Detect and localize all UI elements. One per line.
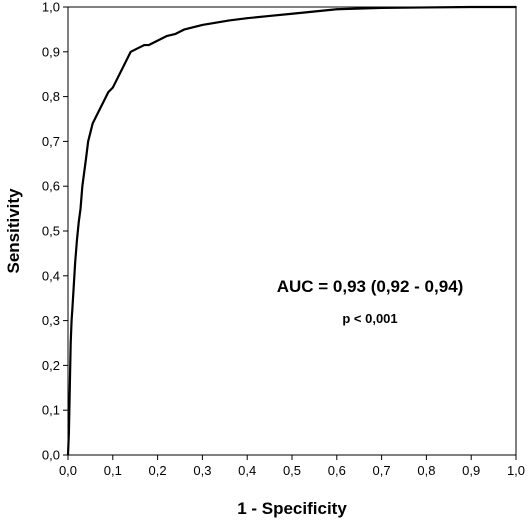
roc-point	[246, 17, 249, 20]
x-tick-label: 0,3	[193, 463, 211, 478]
roc-point	[143, 44, 146, 46]
roc-point	[67, 454, 69, 456]
x-tick-label: 0,7	[373, 463, 391, 478]
roc-point	[470, 6, 473, 8]
roc-point	[102, 100, 105, 102]
roc-point	[291, 12, 293, 15]
roc-point	[89, 131, 92, 134]
y-axis-ticks: 0,0 0,1 0,2 0,3 0,4 0,5 0,6 0,7 0,8 0,9 1,0	[42, 0, 68, 463]
y-tick-label: 0,3	[42, 313, 60, 328]
roc-point	[165, 35, 168, 38]
y-tick-label: 0,1	[42, 403, 60, 418]
roc-point	[68, 386, 71, 389]
roc-point	[192, 26, 195, 29]
roc-point	[72, 283, 75, 286]
roc-curve	[66, 5, 516, 456]
y-tick-label: 0,8	[42, 89, 60, 104]
roc-point	[70, 319, 73, 322]
x-tick-label: 0,9	[462, 463, 480, 478]
x-tick-label: 0,1	[104, 463, 122, 478]
roc-point	[156, 39, 159, 42]
roc-point	[85, 158, 87, 161]
roc-point	[138, 46, 141, 49]
roc-point	[201, 24, 204, 26]
roc-point	[515, 6, 517, 8]
roc-point	[74, 261, 77, 264]
roc-point	[111, 86, 114, 89]
x-tick-label: 0,5	[283, 463, 301, 478]
y-tick-label: 0,0	[42, 448, 60, 463]
roc-point	[214, 21, 217, 24]
y-tick-label: 0,6	[42, 179, 60, 194]
roc-points	[67, 6, 517, 456]
y-tick-label: 0,4	[42, 268, 60, 283]
roc-point	[69, 342, 72, 344]
roc-point	[152, 41, 155, 44]
roc-point	[96, 113, 99, 116]
roc-point	[71, 306, 74, 309]
roc-point	[87, 140, 90, 143]
y-axis-label: Sensitivity	[4, 188, 23, 274]
roc-point	[81, 185, 84, 188]
roc-point	[380, 7, 383, 9]
y-tick-label: 1,0	[42, 0, 60, 15]
roc-point	[313, 10, 316, 13]
roc-point	[116, 77, 119, 80]
y-tick-label: 0,2	[42, 358, 60, 373]
x-tick-label: 0,4	[238, 463, 256, 478]
roc-point	[425, 6, 428, 9]
x-tick-label: 1,0	[507, 463, 525, 478]
x-tick-label: 0,2	[149, 463, 167, 478]
roc-point	[129, 50, 132, 53]
y-tick-label: 0,5	[42, 224, 60, 239]
roc-point	[107, 91, 110, 94]
x-tick-label: 0,6	[328, 463, 346, 478]
y-tick-label: 0,9	[42, 44, 60, 59]
roc-point	[98, 109, 101, 111]
plot-frame	[67, 6, 517, 456]
y-tick-label: 0,7	[42, 134, 60, 149]
roc-point	[68, 431, 70, 434]
x-tick-label: 0,0	[59, 463, 77, 478]
roc-point	[268, 15, 271, 17]
roc-point	[83, 171, 86, 174]
roc-point	[183, 28, 186, 31]
roc-point	[91, 122, 94, 125]
roc-point	[79, 207, 82, 210]
roc-point	[120, 68, 123, 71]
x-tick-label: 0,8	[417, 463, 435, 478]
x-axis-ticks: 0,0 0,1 0,2 0,3 0,4 0,5 0,6 0,7 0,8 0,9 1,0	[59, 455, 525, 478]
roc-point	[134, 48, 137, 51]
annotation-auc: AUC = 0,93 (0,92 - 0,94)	[277, 277, 464, 296]
roc-point	[174, 32, 177, 35]
roc-point	[125, 59, 128, 62]
roc-point	[77, 221, 80, 223]
roc-point	[147, 44, 150, 46]
roc-point	[93, 118, 96, 120]
roc-point	[335, 8, 338, 11]
annotation-p-value: p < 0,001	[342, 311, 397, 326]
roc-point	[228, 19, 231, 22]
roc-point	[76, 239, 78, 241]
x-axis-label: 1 - Specificity	[237, 499, 347, 518]
